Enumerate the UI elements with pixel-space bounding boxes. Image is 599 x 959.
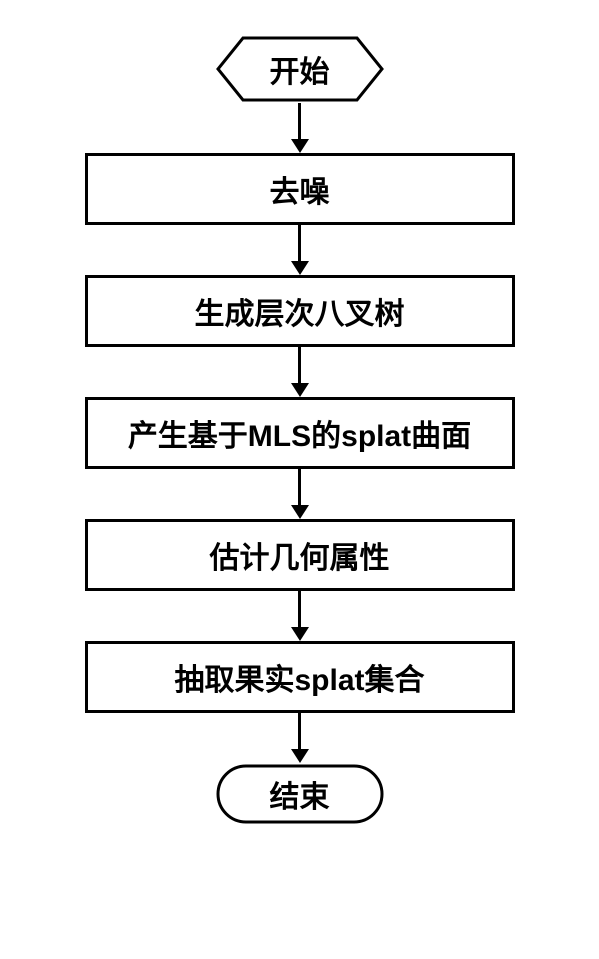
arrow-line [298, 103, 301, 139]
process-step-1: 去噪 [85, 153, 515, 225]
process-step-3: 产生基于MLS的splat曲面 [85, 397, 515, 469]
arrow-1 [291, 103, 309, 153]
arrow-line [298, 591, 301, 627]
process-step-5: 抽取果实splat集合 [85, 641, 515, 713]
step2-label: 生成层次八叉树 [195, 289, 405, 333]
arrow-line [298, 225, 301, 261]
start-terminator: 开始 [215, 35, 385, 103]
arrow-line [298, 713, 301, 749]
arrow-head-icon [291, 261, 309, 275]
arrow-head-icon [291, 627, 309, 641]
step5-label: 抽取果实splat集合 [174, 655, 424, 699]
step3-label: 产生基于MLS的splat曲面 [128, 411, 471, 455]
flowchart-container: 开始 去噪 生成层次八叉树 产生基于MLS的splat曲面 估计几何属性 抽取果… [85, 35, 515, 825]
arrow-head-icon [291, 749, 309, 763]
end-terminator: 结束 [215, 763, 385, 825]
arrow-3 [291, 347, 309, 397]
arrow-2 [291, 225, 309, 275]
arrow-head-icon [291, 139, 309, 153]
process-step-2: 生成层次八叉树 [85, 275, 515, 347]
arrow-4 [291, 469, 309, 519]
arrow-head-icon [291, 383, 309, 397]
arrow-6 [291, 713, 309, 763]
step4-label: 估计几何属性 [210, 533, 390, 577]
arrow-5 [291, 591, 309, 641]
arrow-line [298, 347, 301, 383]
end-label: 结束 [270, 772, 330, 816]
arrow-head-icon [291, 505, 309, 519]
start-label: 开始 [270, 47, 330, 91]
step1-label: 去噪 [270, 167, 330, 211]
process-step-4: 估计几何属性 [85, 519, 515, 591]
arrow-line [298, 469, 301, 505]
